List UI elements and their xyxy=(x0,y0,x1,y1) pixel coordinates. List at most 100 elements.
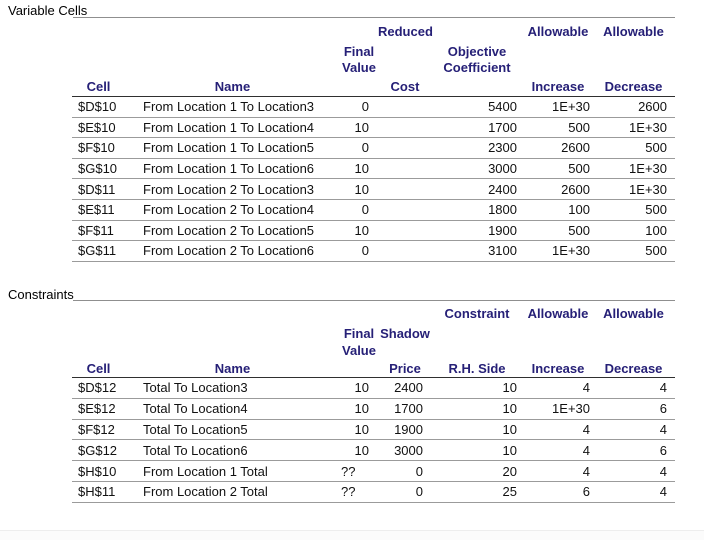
table-row: $D$10 From Location 1 To Location3 0 540… xyxy=(72,97,675,118)
cell-allowable-increase[interactable]: 4 xyxy=(582,463,590,479)
cell-final-value[interactable]: 0 xyxy=(361,202,369,218)
cell-allowable-decrease[interactable]: 1E+30 xyxy=(629,161,667,177)
cell-ref[interactable]: $D$11 xyxy=(78,181,116,197)
cell-final-value[interactable]: 10 xyxy=(354,119,369,135)
cell-rh-side[interactable]: 25 xyxy=(502,484,517,500)
cell-name[interactable]: From Location 1 To Location5 xyxy=(143,140,315,156)
cell-ref[interactable]: $E$10 xyxy=(78,119,116,135)
cell-final-value[interactable]: 10 xyxy=(354,222,369,238)
cell-name[interactable]: Total To Location5 xyxy=(143,421,248,437)
cell-allowable-decrease[interactable]: 500 xyxy=(645,202,667,218)
cell-name[interactable]: From Location 1 Total xyxy=(143,463,268,479)
cell-allowable-increase[interactable]: 2600 xyxy=(561,181,590,197)
cell-objective-coefficient[interactable]: 1700 xyxy=(488,119,517,135)
cell-shadow-price[interactable]: 0 xyxy=(415,484,423,500)
cell-final-value[interactable]: 10 xyxy=(354,442,369,458)
cell-allowable-decrease[interactable]: 100 xyxy=(645,222,667,238)
cell-objective-coefficient[interactable]: 3100 xyxy=(488,243,517,259)
cell-name[interactable]: From Location 2 Total xyxy=(143,484,268,500)
cell-name[interactable]: From Location 1 To Location6 xyxy=(143,161,315,177)
cell-ref[interactable]: $F$12 xyxy=(78,421,115,437)
col-header-final-bottom: Value xyxy=(342,343,376,358)
cell-name[interactable]: From Location 2 To Location4 xyxy=(143,202,315,218)
cell-name[interactable]: From Location 2 To Location5 xyxy=(143,222,315,238)
cell-final-value[interactable]: 10 xyxy=(354,401,369,417)
cell-objective-coefficient[interactable]: 3000 xyxy=(488,161,517,177)
table-row: $G$10 From Location 1 To Location6 10 30… xyxy=(72,159,675,180)
cell-allowable-decrease[interactable]: 6 xyxy=(659,401,667,417)
cell-allowable-decrease[interactable]: 6 xyxy=(659,442,667,458)
col-header-final-top: Final xyxy=(343,44,375,59)
cell-allowable-increase[interactable]: 500 xyxy=(568,222,590,238)
cell-shadow-price[interactable]: 0 xyxy=(415,463,423,479)
cell-final-value[interactable]: 0 xyxy=(361,243,369,259)
cell-name[interactable]: From Location 1 To Location4 xyxy=(143,119,315,135)
cell-allowable-increase[interactable]: 500 xyxy=(568,161,590,177)
cell-name[interactable]: Total To Location6 xyxy=(143,442,248,458)
cell-name[interactable]: From Location 2 To Location6 xyxy=(143,243,315,259)
cell-rh-side[interactable]: 20 xyxy=(502,463,517,479)
col-header-allowable-increase-top: Allowable xyxy=(527,306,589,321)
cell-allowable-increase[interactable]: 500 xyxy=(568,119,590,135)
cell-final-value[interactable]: 10 xyxy=(354,380,369,396)
cell-final-value[interactable]: 10 xyxy=(354,181,369,197)
cell-allowable-increase[interactable]: 4 xyxy=(582,421,590,437)
cell-objective-coefficient[interactable]: 1800 xyxy=(488,202,517,218)
cell-allowable-decrease[interactable]: 1E+30 xyxy=(629,119,667,135)
cell-rh-side[interactable]: 10 xyxy=(502,421,517,437)
cell-allowable-increase[interactable]: 1E+30 xyxy=(552,243,590,259)
cell-allowable-decrease[interactable]: 500 xyxy=(645,243,667,259)
title-underline xyxy=(73,300,675,301)
cell-objective-coefficient[interactable]: 1900 xyxy=(488,222,517,238)
cell-ref[interactable]: $G$12 xyxy=(78,442,118,458)
cell-final-value[interactable]: ?? xyxy=(341,463,356,479)
cell-name[interactable]: Total To Location4 xyxy=(143,401,248,417)
cell-objective-coefficient[interactable]: 2300 xyxy=(488,140,517,156)
cell-shadow-price[interactable]: 3000 xyxy=(394,442,423,458)
cell-allowable-decrease[interactable]: 4 xyxy=(659,380,667,396)
cell-ref[interactable]: $G$10 xyxy=(78,161,118,177)
col-header-final-top: Final xyxy=(343,326,375,341)
cell-ref[interactable]: $H$10 xyxy=(78,463,117,479)
cell-rh-side[interactable]: 10 xyxy=(502,380,517,396)
cell-ref[interactable]: $D$10 xyxy=(78,99,117,115)
cell-name[interactable]: Total To Location3 xyxy=(143,380,248,396)
cell-name[interactable]: From Location 1 To Location3 xyxy=(143,99,315,115)
cell-allowable-decrease[interactable]: 4 xyxy=(659,484,667,500)
col-header-allowable-increase-top: Allowable xyxy=(527,24,589,39)
cell-name[interactable]: From Location 2 To Location3 xyxy=(143,181,315,197)
cell-objective-coefficient[interactable]: 5400 xyxy=(488,99,517,115)
cell-final-value[interactable]: 10 xyxy=(354,421,369,437)
cell-allowable-decrease[interactable]: 1E+30 xyxy=(629,181,667,197)
cell-ref[interactable]: $E$12 xyxy=(78,401,116,417)
cell-allowable-increase[interactable]: 100 xyxy=(568,202,590,218)
cell-allowable-increase[interactable]: 2600 xyxy=(561,140,590,156)
cell-rh-side[interactable]: 10 xyxy=(502,401,517,417)
cell-final-value[interactable]: ?? xyxy=(341,484,356,500)
cell-objective-coefficient[interactable]: 2400 xyxy=(488,181,517,197)
col-header-objective-top: Objective xyxy=(447,44,507,59)
cell-allowable-increase[interactable]: 1E+30 xyxy=(552,401,590,417)
cell-allowable-increase[interactable]: 1E+30 xyxy=(552,99,590,115)
cell-allowable-increase[interactable]: 4 xyxy=(582,380,590,396)
variable-cells-table: $D$10 From Location 1 To Location3 0 540… xyxy=(72,97,675,262)
cell-allowable-increase[interactable]: 4 xyxy=(582,442,590,458)
cell-ref[interactable]: $F$10 xyxy=(78,140,115,156)
cell-ref[interactable]: $D$12 xyxy=(78,380,117,396)
cell-allowable-decrease[interactable]: 500 xyxy=(645,140,667,156)
cell-shadow-price[interactable]: 2400 xyxy=(394,380,423,396)
cell-shadow-price[interactable]: 1700 xyxy=(394,401,423,417)
cell-ref[interactable]: $H$11 xyxy=(78,484,116,500)
cell-ref[interactable]: $E$11 xyxy=(78,202,115,218)
cell-ref[interactable]: $G$11 xyxy=(78,243,117,259)
cell-final-value[interactable]: 10 xyxy=(354,161,369,177)
cell-allowable-decrease[interactable]: 4 xyxy=(659,421,667,437)
cell-allowable-increase[interactable]: 6 xyxy=(582,484,590,500)
cell-final-value[interactable]: 0 xyxy=(361,140,369,156)
cell-shadow-price[interactable]: 1900 xyxy=(394,421,423,437)
cell-rh-side[interactable]: 10 xyxy=(502,442,517,458)
cell-allowable-decrease[interactable]: 2600 xyxy=(638,99,667,115)
cell-allowable-decrease[interactable]: 4 xyxy=(659,463,667,479)
cell-final-value[interactable]: 0 xyxy=(361,99,369,115)
cell-ref[interactable]: $F$11 xyxy=(78,222,114,238)
